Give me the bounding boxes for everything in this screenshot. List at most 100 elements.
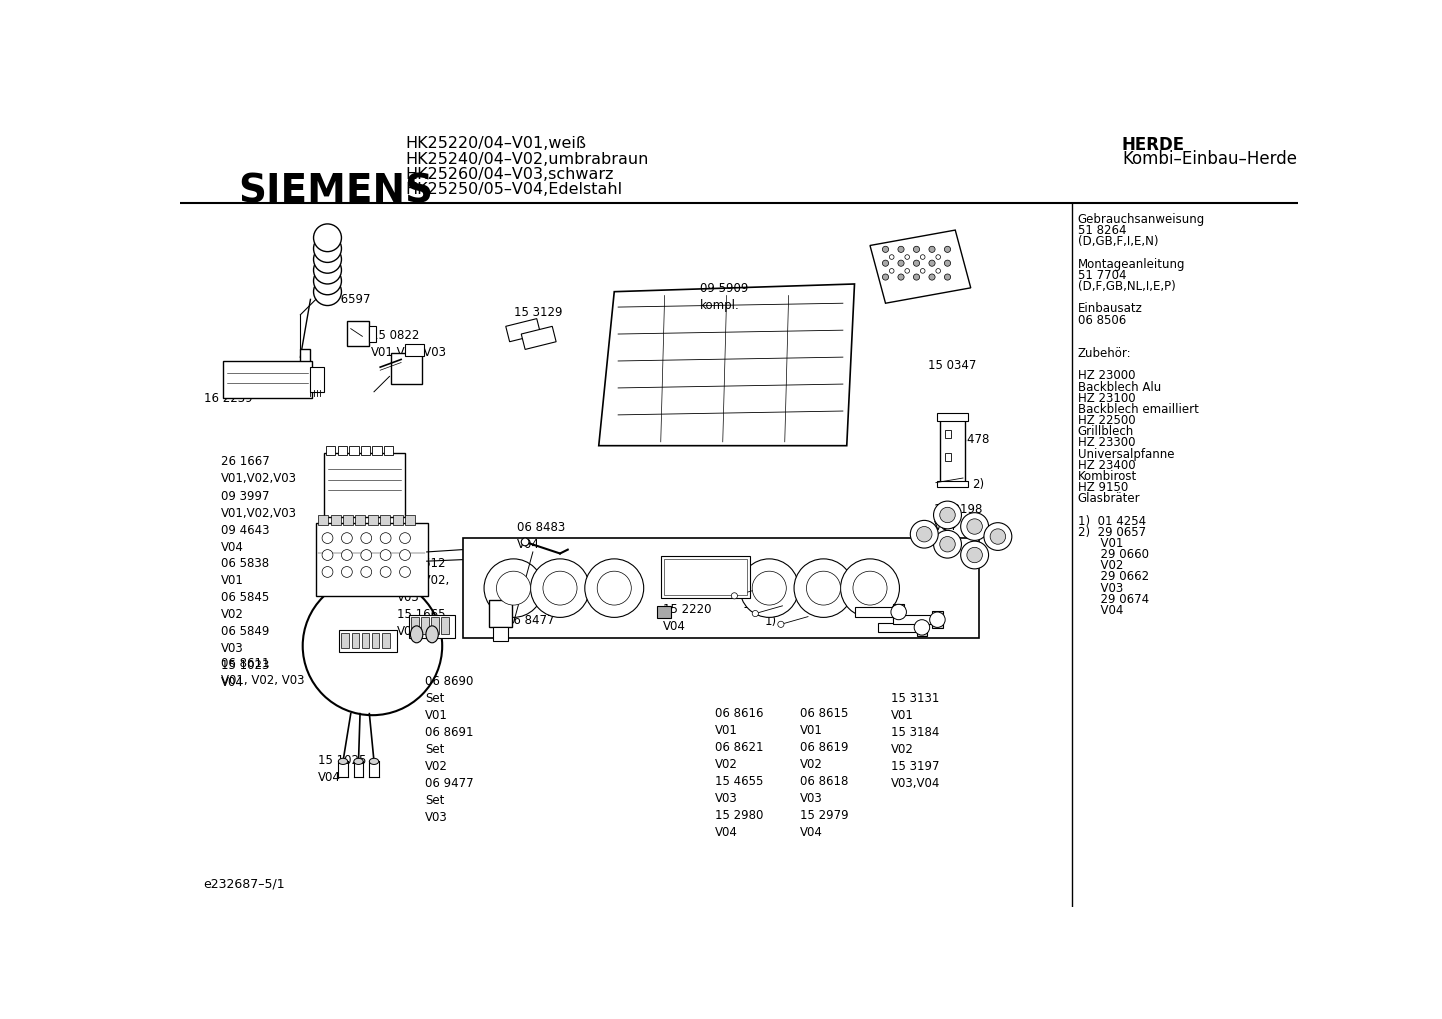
Circle shape: [929, 247, 934, 253]
Text: V04: V04: [1077, 604, 1123, 616]
Circle shape: [753, 610, 758, 616]
Bar: [316, 523, 428, 596]
Bar: [381, 515, 391, 525]
Circle shape: [342, 533, 352, 543]
Circle shape: [485, 558, 544, 618]
Bar: [493, 628, 508, 641]
Text: 06 8477: 06 8477: [506, 613, 554, 627]
Circle shape: [313, 267, 342, 294]
Circle shape: [890, 255, 894, 260]
Bar: [658, 606, 671, 619]
Circle shape: [777, 622, 784, 628]
Text: 2): 2): [972, 478, 985, 491]
Bar: [372, 633, 379, 648]
Bar: [384, 445, 394, 454]
Text: 06 8483
V04: 06 8483 V04: [516, 521, 565, 551]
Bar: [382, 633, 389, 648]
Bar: [224, 361, 311, 398]
Circle shape: [313, 256, 342, 284]
Bar: [342, 633, 349, 648]
Circle shape: [841, 558, 900, 618]
Circle shape: [945, 260, 950, 266]
Circle shape: [322, 533, 333, 543]
Bar: [352, 633, 359, 648]
Circle shape: [929, 260, 934, 266]
Circle shape: [890, 269, 894, 273]
Circle shape: [342, 567, 352, 578]
Bar: [441, 618, 448, 635]
Text: HZ 23400: HZ 23400: [1077, 459, 1135, 472]
Bar: [945, 453, 952, 461]
Text: 51 8264: 51 8264: [1077, 224, 1126, 237]
Circle shape: [940, 507, 955, 523]
Bar: [310, 367, 324, 391]
Circle shape: [322, 549, 333, 560]
Bar: [917, 619, 927, 636]
Text: HZ 23100: HZ 23100: [1077, 391, 1135, 405]
Bar: [489, 599, 512, 628]
Text: Einbausatz: Einbausatz: [1077, 303, 1142, 316]
Circle shape: [806, 572, 841, 605]
Circle shape: [313, 234, 342, 263]
Text: 51 7704: 51 7704: [1077, 269, 1126, 282]
Circle shape: [585, 558, 643, 618]
Circle shape: [313, 246, 342, 273]
Polygon shape: [521, 326, 557, 350]
Bar: [326, 445, 335, 454]
Text: 15 3129: 15 3129: [513, 306, 562, 319]
Circle shape: [906, 255, 910, 260]
Text: 16 2239: 16 2239: [203, 391, 252, 405]
Text: HK25260/04–V03,schwarz: HK25260/04–V03,schwarz: [405, 167, 613, 182]
Bar: [343, 515, 353, 525]
Text: HZ 23000: HZ 23000: [1077, 370, 1135, 382]
Bar: [392, 515, 402, 525]
Text: 09 5909
kompl.: 09 5909 kompl.: [699, 281, 748, 312]
Circle shape: [991, 529, 1005, 544]
Bar: [945, 430, 952, 438]
Circle shape: [399, 567, 411, 578]
Bar: [937, 481, 968, 487]
Circle shape: [753, 572, 786, 605]
Bar: [368, 515, 378, 525]
Circle shape: [854, 572, 887, 605]
Text: 1): 1): [764, 615, 777, 628]
Bar: [405, 344, 424, 356]
Circle shape: [342, 549, 352, 560]
Circle shape: [883, 274, 888, 280]
Bar: [348, 321, 369, 345]
Text: Zubehör:: Zubehör:: [1077, 347, 1132, 360]
Ellipse shape: [369, 758, 379, 764]
Text: Glasbräter: Glasbräter: [1077, 492, 1141, 505]
Text: V02: V02: [1077, 559, 1123, 573]
Text: 1)  01 4254: 1) 01 4254: [1077, 515, 1146, 528]
Circle shape: [917, 527, 932, 542]
Circle shape: [303, 577, 443, 715]
Bar: [663, 558, 747, 595]
Text: Kombirost: Kombirost: [1077, 470, 1136, 483]
Text: 15 3131
V01
15 3184
V02
15 3197
V03,V04: 15 3131 V01 15 3184 V02 15 3197 V03,V04: [891, 692, 940, 790]
Text: 06 8611
V01, V02, V03: 06 8611 V01, V02, V03: [221, 657, 304, 688]
Bar: [893, 615, 936, 625]
Circle shape: [929, 274, 934, 280]
Circle shape: [930, 612, 945, 628]
Circle shape: [913, 247, 920, 253]
Circle shape: [883, 247, 888, 253]
Bar: [410, 615, 456, 638]
Text: 15 0822
V01,V02,V03: 15 0822 V01,V02,V03: [371, 329, 447, 359]
Circle shape: [898, 260, 904, 266]
Bar: [319, 515, 329, 525]
Circle shape: [968, 519, 982, 534]
Circle shape: [906, 269, 910, 273]
Circle shape: [913, 274, 920, 280]
Ellipse shape: [339, 758, 348, 764]
Circle shape: [731, 593, 737, 599]
Text: Kombi–Einbau–Herde: Kombi–Einbau–Herde: [1122, 150, 1296, 168]
Text: Backblech emailliert: Backblech emailliert: [1077, 403, 1198, 416]
Text: HK25240/04–V02,umbrabraun: HK25240/04–V02,umbrabraun: [405, 152, 649, 166]
Text: 1): 1): [743, 598, 756, 611]
Circle shape: [360, 567, 372, 578]
Bar: [391, 354, 423, 384]
Bar: [372, 445, 382, 454]
Circle shape: [360, 533, 372, 543]
Circle shape: [891, 604, 907, 620]
